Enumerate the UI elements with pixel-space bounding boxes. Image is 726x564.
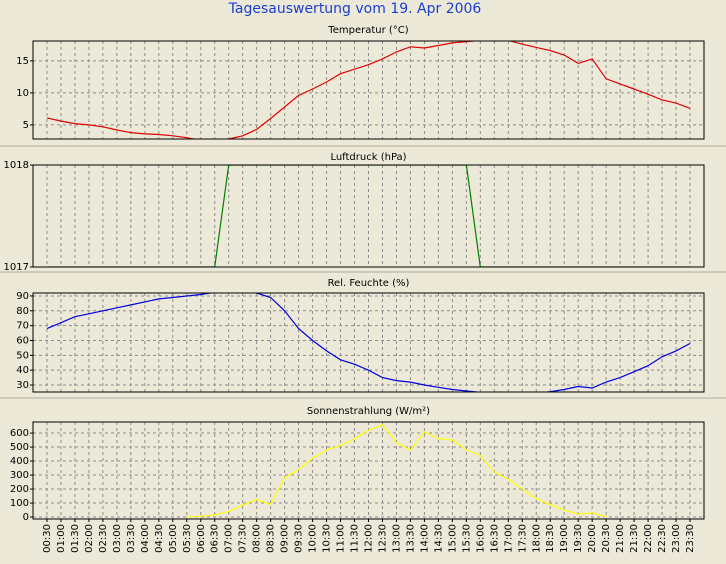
- x-tick-label: 07:30: [238, 524, 249, 553]
- x-tick-label: 13:30: [405, 524, 416, 553]
- x-tick-label: 04:30: [154, 524, 165, 553]
- data-line: [46, 293, 691, 392]
- x-tick-label: 06:00: [196, 524, 207, 553]
- y-tick-label: 80: [16, 306, 29, 317]
- y-tick-label: 30: [16, 380, 29, 391]
- x-tick-label: 17:30: [517, 524, 528, 553]
- y-tick-label: 600: [10, 428, 29, 439]
- x-tick-label: 15:00: [447, 524, 458, 553]
- x-tick-label: 09:30: [294, 524, 305, 553]
- x-tick-label: 06:30: [210, 524, 221, 553]
- x-tick-label: 16:30: [489, 524, 500, 553]
- chart-title: Rel. Feuchte (%): [328, 278, 410, 289]
- x-tick-label: 03:00: [112, 524, 123, 553]
- x-tick-label: 19:30: [573, 524, 584, 553]
- x-tick-label: 23:00: [671, 524, 682, 553]
- x-tick-label: 21:30: [629, 524, 640, 553]
- y-tick-label: 50: [16, 350, 29, 361]
- y-tick-label: 70: [16, 321, 29, 332]
- x-tick-label: 20:30: [601, 524, 612, 553]
- x-tick-label: 08:00: [252, 524, 263, 553]
- y-tick-label: 15: [16, 56, 29, 67]
- x-tick-label: 13:00: [391, 524, 402, 553]
- x-tick-label: 22:00: [643, 524, 654, 553]
- x-tick-label: 20:00: [587, 524, 598, 553]
- y-tick-label: 1017: [4, 262, 29, 273]
- y-tick-label: 10: [16, 88, 29, 99]
- y-tick-label: 5: [23, 120, 29, 131]
- x-tick-label: 11:30: [350, 524, 361, 553]
- chart-title: Temperatur (°C): [327, 25, 408, 36]
- x-tick-label: 12:30: [377, 524, 388, 553]
- y-tick-label: 200: [10, 484, 29, 495]
- x-tick-label: 18:30: [545, 524, 556, 553]
- x-tick-label: 14:30: [433, 524, 444, 553]
- x-tick-label: 05:00: [168, 524, 179, 553]
- x-tick-label: 15:30: [461, 524, 472, 553]
- x-tick-label: 12:00: [364, 524, 375, 553]
- x-tick-label: 03:30: [126, 524, 137, 553]
- x-tick-label: 21:00: [615, 524, 626, 553]
- plot-border: [32, 292, 705, 393]
- data-line: [186, 423, 607, 518]
- x-tick-label: 01:30: [70, 524, 81, 553]
- x-tick-label: 19:00: [559, 524, 570, 553]
- x-tick-label: 14:00: [419, 524, 430, 553]
- x-tick-label: 10:30: [322, 524, 333, 553]
- y-tick-label: 90: [16, 291, 29, 302]
- x-tick-label: 10:00: [308, 524, 319, 553]
- plot-border: [32, 164, 705, 268]
- y-tick-label: 1018: [4, 160, 29, 171]
- y-tick-label: 60: [16, 335, 29, 346]
- x-tick-label: 09:00: [280, 524, 291, 553]
- y-tick-label: 0: [23, 512, 29, 523]
- x-tick-label: 04:00: [140, 524, 151, 553]
- page-title: Tagesauswertung vom 19. Apr 2006: [228, 1, 482, 17]
- x-tick-label: 05:30: [182, 524, 193, 553]
- x-tick-label: 18:00: [531, 524, 542, 553]
- chart-title: Sonnenstrahlung (W/m²): [307, 406, 430, 417]
- y-tick-label: 40: [16, 365, 29, 376]
- y-tick-label: 100: [10, 498, 29, 509]
- y-tick-label: 400: [10, 456, 29, 467]
- chart-title: Luftdruck (hPa): [330, 152, 406, 163]
- x-tick-label: 00:30: [42, 524, 53, 553]
- x-tick-label: 07:00: [224, 524, 235, 553]
- x-tick-label: 02:30: [98, 524, 109, 553]
- y-tick-label: 500: [10, 442, 29, 453]
- x-tick-label: 22:30: [657, 524, 668, 553]
- y-tick-label: 300: [10, 470, 29, 481]
- plot-border: [32, 40, 705, 140]
- x-tick-label: 02:00: [84, 524, 95, 553]
- data-line: [46, 41, 691, 139]
- x-tick-label: 16:00: [475, 524, 486, 553]
- x-tick-label: 11:00: [336, 524, 347, 553]
- x-tick-label: 01:00: [56, 524, 67, 553]
- x-tick-label: 23:30: [685, 524, 696, 553]
- x-tick-label: 08:30: [266, 524, 277, 553]
- x-tick-label: 17:00: [503, 524, 514, 553]
